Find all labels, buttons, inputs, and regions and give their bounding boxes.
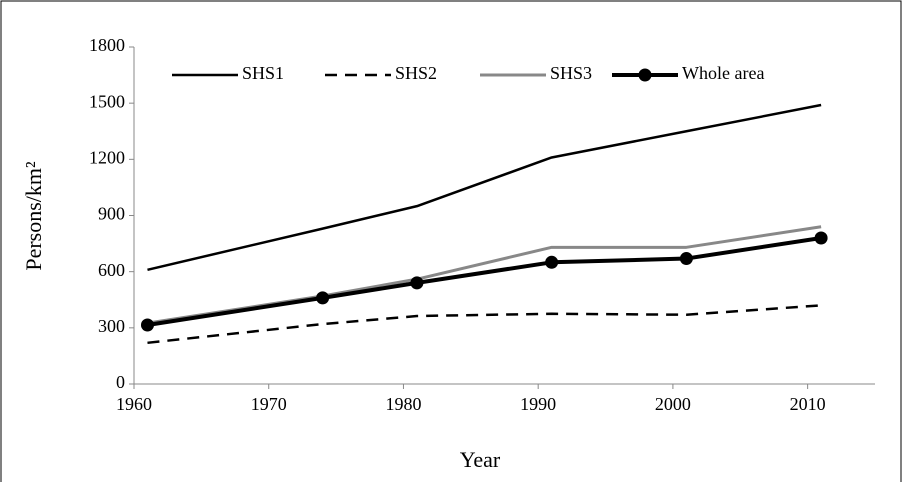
x-tick-label: 1990 xyxy=(520,394,556,414)
series-line xyxy=(147,235,822,328)
point xyxy=(410,276,424,290)
series-line xyxy=(147,103,822,272)
point xyxy=(545,255,559,269)
y-tick-label: 0 xyxy=(116,372,125,392)
x-tick-label: 1960 xyxy=(116,394,152,414)
y-tick-label: 1500 xyxy=(89,91,125,111)
point xyxy=(140,318,154,332)
y-tick-label: 1200 xyxy=(89,147,125,167)
x-tick-label: 1970 xyxy=(251,394,287,414)
y-tick-label: 600 xyxy=(98,260,125,280)
y-tick-label: 900 xyxy=(98,204,125,224)
y-tick-label: 300 xyxy=(98,316,125,336)
y-tick-label: 1800 xyxy=(89,35,125,55)
legend-label: SHS2 xyxy=(395,63,437,83)
legend-label: SHS3 xyxy=(550,63,592,83)
series-line xyxy=(147,304,822,345)
y-axis-label: Persons/km² xyxy=(21,161,46,271)
x-tick-label: 2010 xyxy=(790,394,826,414)
x-axis-label: Year xyxy=(460,447,501,472)
point xyxy=(814,231,828,245)
legend-marker xyxy=(638,68,652,82)
legend-label: Whole area xyxy=(682,63,764,83)
point xyxy=(679,252,693,266)
x-tick-label: 2000 xyxy=(655,394,691,414)
point xyxy=(316,291,330,305)
x-tick-label: 1980 xyxy=(385,394,421,414)
legend-label: SHS1 xyxy=(242,63,284,83)
